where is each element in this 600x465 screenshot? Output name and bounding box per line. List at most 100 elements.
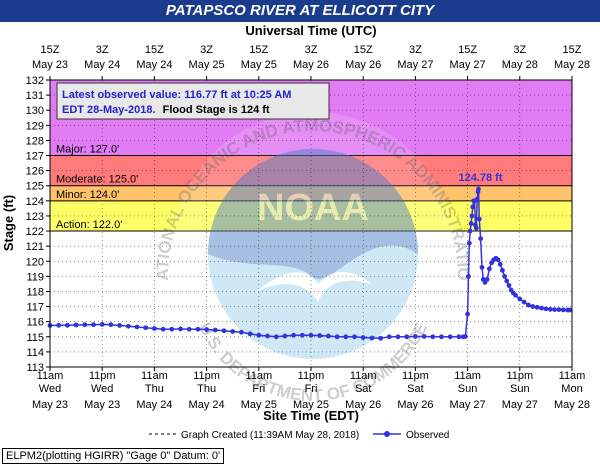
top-tick-date: May 25 — [241, 59, 277, 71]
observed-point — [497, 261, 503, 267]
observed-point — [484, 276, 490, 282]
observed-point — [534, 304, 540, 310]
bottom-tick-time: 11am — [141, 370, 168, 382]
y-axis-label: Stage (ft) — [1, 195, 16, 251]
observed-point — [239, 329, 244, 335]
info-line-2-date: EDT 28-May-2018. — [62, 104, 156, 116]
observed-point — [500, 267, 505, 273]
observed-point — [530, 304, 536, 309]
bottom-tick-day: Fri — [305, 383, 318, 395]
flood-label-minor: Minor: 124.0' — [56, 189, 119, 201]
observed-series: 124.78 ft — [47, 172, 573, 341]
bottom-tick-date: May 26 — [397, 399, 433, 411]
info-box — [56, 82, 330, 120]
bottom-tick-date: May 27 — [502, 399, 538, 411]
observed-point — [195, 326, 201, 332]
observed-point — [73, 322, 79, 328]
top-tick-date: May 28 — [502, 59, 538, 71]
observed-point — [343, 334, 349, 340]
top-tick-time: 3Z — [200, 44, 213, 56]
bottom-tick-time: 11pm — [402, 370, 429, 382]
y-tick-label: 118 — [26, 286, 44, 298]
observed-point — [352, 334, 357, 340]
bottom-tick-date: May 27 — [450, 399, 486, 411]
legend: Graph Created (11:39AM May 28, 2018) Obs… — [149, 430, 449, 441]
top-tick-time: 15Z — [41, 44, 60, 56]
bottom-tick-time: 11am — [245, 370, 272, 382]
bottom-tick-date: May 24 — [189, 399, 225, 411]
bottom-tick-time: 11pm — [193, 370, 220, 382]
watermark-globe-upper — [208, 149, 418, 280]
y-tick-label: 131 — [26, 90, 44, 102]
bottom-tick-day: Fri — [252, 383, 265, 395]
watermark-globe — [208, 149, 418, 359]
legend-graph-created: Graph Created (11:39AM May 28, 2018) — [181, 430, 359, 441]
bottom-tick-date: May 25 — [293, 399, 329, 411]
observed-point — [456, 334, 462, 340]
bottom-tick-date: May 23 — [32, 399, 68, 411]
observed-point — [513, 292, 518, 298]
peak-label: 124.78 ft — [458, 172, 502, 184]
info-line-2-flood: Flood Stage is 124 ft — [163, 104, 270, 116]
observed-point — [539, 305, 544, 311]
observed-point — [476, 186, 481, 192]
bottom-tick-day: Mon — [561, 383, 582, 395]
observed-point — [478, 236, 484, 242]
observed-point — [334, 334, 340, 340]
observed-point — [125, 323, 131, 329]
hydrograph-chart: Action: 122.0' Minor: 124.0' Moderate: 125… — [0, 22, 590, 441]
top-tick-time: 15Z — [458, 44, 477, 56]
bottom-tick-date: May 23 — [84, 399, 120, 411]
watermark-bird-icon — [255, 272, 372, 302]
observed-point — [256, 332, 262, 338]
bottom-tick-day: Wed — [91, 383, 113, 395]
observed-point — [395, 334, 401, 340]
y-tick-label: 124 — [26, 196, 44, 208]
observed-point — [282, 333, 288, 339]
x-axis-label: Site Time (EDT) — [263, 408, 359, 423]
top-tick-time: 15Z — [354, 44, 373, 56]
observed-point — [567, 307, 573, 313]
flood-label-major: Major: 127.0' — [56, 144, 119, 156]
info-line-1: Latest observed value: 116.77 ft at 10:2… — [62, 89, 291, 101]
observed-point — [421, 334, 427, 339]
observed-point — [517, 296, 523, 302]
y-tick-label: 128 — [26, 135, 44, 147]
observed-point — [447, 334, 453, 340]
y-tick-label: 121 — [26, 241, 44, 253]
observed-point — [468, 221, 474, 226]
observed-point — [476, 216, 482, 222]
bottom-tick-day: Sun — [510, 383, 530, 395]
y-tick-label: 116 — [26, 317, 44, 329]
observed-point — [466, 273, 471, 279]
observed-point — [469, 213, 475, 219]
y-tick-label: 129 — [26, 120, 44, 132]
info-line-2: EDT 28-May-2018. Flood Stage is 124 ft — [62, 104, 270, 116]
bottom-tick-date: May 28 — [554, 399, 590, 411]
observed-point — [143, 325, 149, 331]
observed-point — [473, 225, 479, 231]
bottom-tick-day: Wed — [39, 383, 61, 395]
top-tick-date: May 23 — [32, 59, 68, 71]
top-tick-time: 15Z — [249, 44, 268, 56]
chart-title: PATAPSCO RIVER AT ELLICOTT CITY — [0, 0, 600, 22]
bottom-tick-day: Thu — [145, 383, 164, 395]
bottom-tick-day: Sat — [407, 383, 424, 395]
observed-point — [470, 204, 476, 210]
observed-point — [152, 326, 157, 331]
observed-point — [543, 306, 549, 312]
flood-label-moderate: Moderate: 125.0' — [56, 174, 138, 186]
observed-point — [317, 333, 323, 338]
top-tick-date: May 26 — [293, 59, 329, 71]
observed-point — [486, 266, 492, 272]
observed-point — [265, 333, 270, 339]
observed-point — [413, 334, 418, 339]
y-tick-label: 123 — [26, 211, 44, 223]
bottom-tick-time: 11am — [350, 370, 377, 382]
top-tick-time: 3Z — [96, 44, 109, 56]
top-tick-time: 15Z — [145, 44, 164, 56]
top-tick-date: May 27 — [397, 59, 433, 71]
top-axis-label: Universal Time (UTC) — [245, 23, 376, 38]
bottom-tick-date: May 24 — [136, 399, 172, 411]
observed-point — [378, 335, 383, 341]
